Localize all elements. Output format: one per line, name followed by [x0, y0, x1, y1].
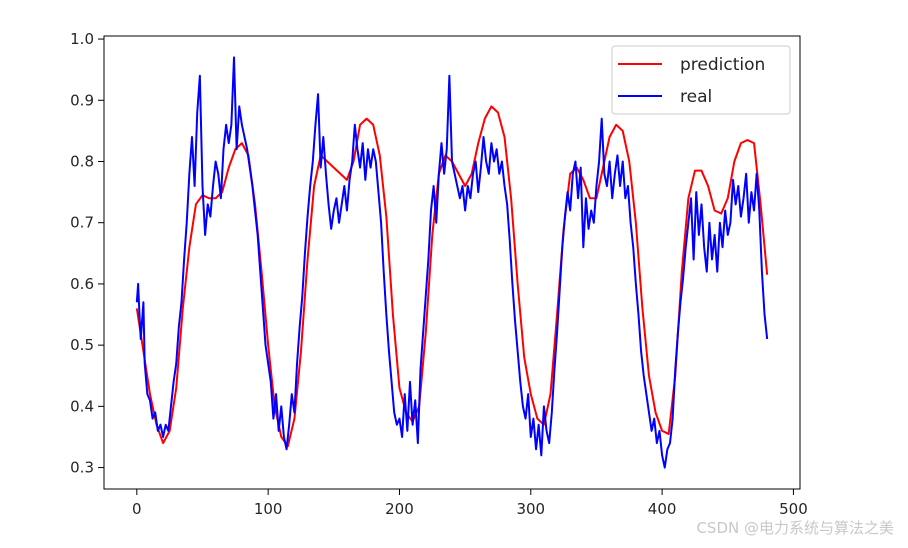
legend-label-real: real: [680, 87, 712, 107]
y-tick-label: 1.0: [70, 30, 94, 48]
legend-label-prediction: prediction: [680, 55, 765, 75]
y-tick-label: 0.5: [70, 336, 94, 354]
y-tick-label: 0.9: [70, 91, 94, 109]
y-tick-label: 0.4: [70, 397, 94, 415]
x-tick-label: 400: [648, 500, 677, 518]
x-tick-label: 200: [385, 500, 414, 518]
legend: prediction real: [611, 45, 791, 115]
watermark: CSDN @电力系统与算法之美: [696, 519, 894, 537]
y-tick-label: 0.7: [70, 214, 94, 232]
x-axis: 0 100 200 300 400 500: [132, 489, 808, 518]
x-tick-label: 300: [516, 500, 545, 518]
x-tick-label: 500: [779, 500, 808, 518]
y-axis: 0.3 0.4 0.5 0.6 0.7 0.8 0.9 1.0: [70, 30, 104, 477]
y-tick-label: 0.8: [70, 152, 94, 170]
plot-frame: [103, 35, 801, 490]
plot-area: [135, 56, 769, 469]
x-tick-label: 100: [254, 500, 283, 518]
x-tick-label: 0: [132, 500, 142, 518]
series-line-real: [135, 56, 769, 469]
y-tick-label: 0.6: [70, 275, 94, 293]
y-tick-label: 0.3: [70, 459, 94, 477]
